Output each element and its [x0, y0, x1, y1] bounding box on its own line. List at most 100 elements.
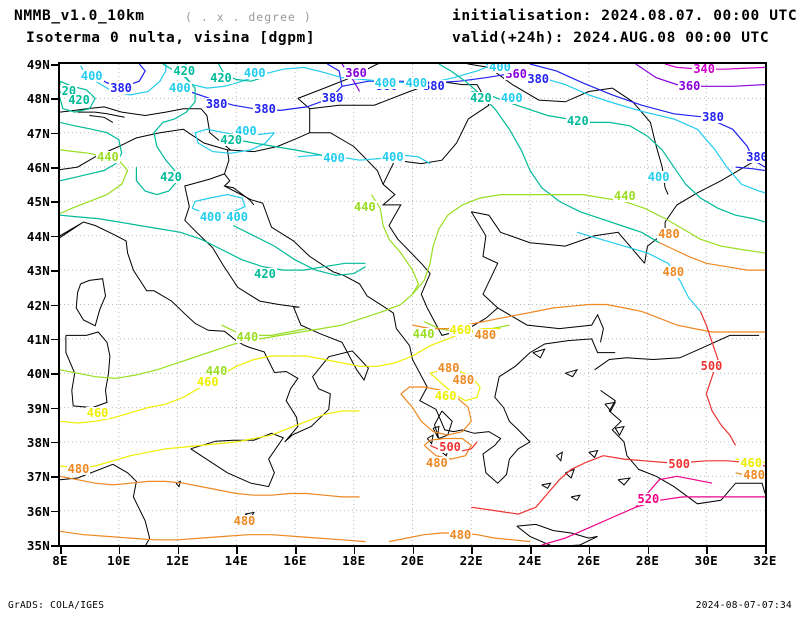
- contour-label: 480: [473, 328, 498, 343]
- contour-label: 400: [488, 64, 512, 74]
- contour-line-420: [218, 64, 263, 82]
- contour-label: 360: [344, 65, 368, 80]
- resolution-note: ( . x . degree ): [185, 10, 312, 24]
- x-tick-label: 30E: [694, 553, 718, 568]
- y-tick: [51, 98, 58, 100]
- y-tick-label: 35N: [26, 538, 50, 553]
- x-tick-label: 28E: [635, 553, 660, 568]
- y-tick-label: 38N: [26, 434, 50, 450]
- contour-line-440: [412, 194, 765, 295]
- coastline: [617, 477, 632, 486]
- contour-label: 380: [526, 72, 551, 87]
- contour-label: 380: [701, 110, 725, 125]
- contour-line-440: [370, 194, 420, 295]
- y-tick: [51, 304, 58, 306]
- y-tick-label: 43N: [26, 263, 50, 279]
- x-tick: [765, 547, 767, 554]
- contour-label: 420: [253, 266, 277, 281]
- y-tick: [51, 132, 58, 135]
- contour-label: 500: [699, 359, 724, 374]
- contour-line-420: [60, 121, 123, 182]
- coastline: [190, 432, 285, 488]
- coastline: [565, 368, 579, 378]
- x-tick-label: 18E: [342, 553, 366, 568]
- contour-label: 480: [232, 513, 257, 528]
- y-tick: [51, 235, 58, 238]
- contour-label: 440: [235, 330, 260, 345]
- y-tick: [51, 373, 58, 375]
- contour-label: 460: [433, 388, 458, 403]
- contour-label: 380: [253, 101, 277, 116]
- x-tick: [236, 547, 238, 554]
- contour-label: 420: [172, 64, 197, 78]
- contour-label: 420: [60, 84, 78, 97]
- contour-label: 400: [322, 151, 346, 166]
- y-tick-label: 39N: [26, 400, 50, 416]
- footer-timestamp: 2024-08-07-07:34: [695, 600, 792, 611]
- contour-label: 340: [692, 64, 716, 77]
- contour-line-480: [60, 475, 360, 498]
- x-tick: [471, 547, 473, 554]
- contour-line-480: [412, 303, 765, 333]
- contour-line-480: [659, 242, 765, 271]
- coastline: [588, 449, 599, 459]
- contour-layer: [60, 64, 765, 545]
- initialisation-time: initialisation: 2024.08.07. 00:00 UTC: [452, 8, 798, 24]
- contour-label: 460: [739, 455, 763, 470]
- contour-label: 480: [66, 462, 91, 477]
- coastline: [556, 451, 563, 462]
- coastline: [644, 222, 666, 264]
- contour-label: 500: [667, 457, 692, 472]
- contour-label: 480: [451, 373, 476, 388]
- y-tick: [51, 167, 58, 169]
- contour-label: 480: [425, 455, 449, 470]
- y-tick-label: 37N: [26, 469, 50, 485]
- contour-label: 500: [438, 440, 462, 455]
- map-plot-area: 4003804204204204204004003803803803804004…: [58, 62, 767, 547]
- contour-line-500: [699, 311, 737, 446]
- coastline: [594, 334, 760, 371]
- y-tick-label: 45N: [26, 194, 50, 210]
- coastline: [488, 66, 613, 103]
- y-tick: [51, 476, 58, 478]
- contour-label: 420: [566, 113, 590, 128]
- coastline: [377, 64, 489, 68]
- y-tick-label: 46N: [26, 160, 50, 176]
- contour-label: 360: [677, 79, 702, 94]
- contour-label: 440: [204, 364, 229, 379]
- y-tick: [51, 201, 58, 203]
- contour-line-420: [236, 139, 331, 158]
- chart-header: NMMB_v1.0_10km ( . x . degree ) Isoterma…: [0, 0, 800, 56]
- contour-line-420: [60, 214, 366, 271]
- footer-credit: GrADS: COLA/IGES: [8, 600, 105, 611]
- coastline: [65, 331, 111, 409]
- contour-label: 400: [225, 209, 249, 224]
- coastline: [60, 128, 230, 175]
- x-tick-label: 24E: [518, 553, 542, 568]
- coastline: [570, 494, 581, 501]
- y-tick: [51, 64, 58, 66]
- contour-line-420: [438, 64, 478, 92]
- x-tick: [295, 547, 297, 554]
- x-tick: [353, 547, 356, 554]
- coastline: [60, 106, 231, 151]
- contour-label: 480: [448, 527, 473, 542]
- x-tick-label: 20E: [400, 553, 425, 568]
- contour-line-440: [221, 324, 307, 336]
- x-tick: [60, 547, 62, 554]
- contour-label: 440: [613, 189, 637, 204]
- contour-line-500: [471, 455, 604, 515]
- y-tick-label: 44N: [26, 228, 50, 244]
- y-tick: [51, 338, 58, 341]
- coastline: [600, 389, 765, 505]
- contour-label: 400: [242, 65, 267, 80]
- coastline: [75, 278, 107, 327]
- contour-line-420: [135, 64, 196, 196]
- y-tick-label: 40N: [26, 366, 50, 382]
- contour-label: 440: [96, 149, 120, 164]
- x-tick-label: 10E: [107, 553, 131, 568]
- y-tick-label: 41N: [26, 331, 50, 347]
- contour-label: 400: [373, 75, 398, 90]
- coastline: [77, 111, 125, 118]
- x-tick-label: 14E: [224, 553, 248, 568]
